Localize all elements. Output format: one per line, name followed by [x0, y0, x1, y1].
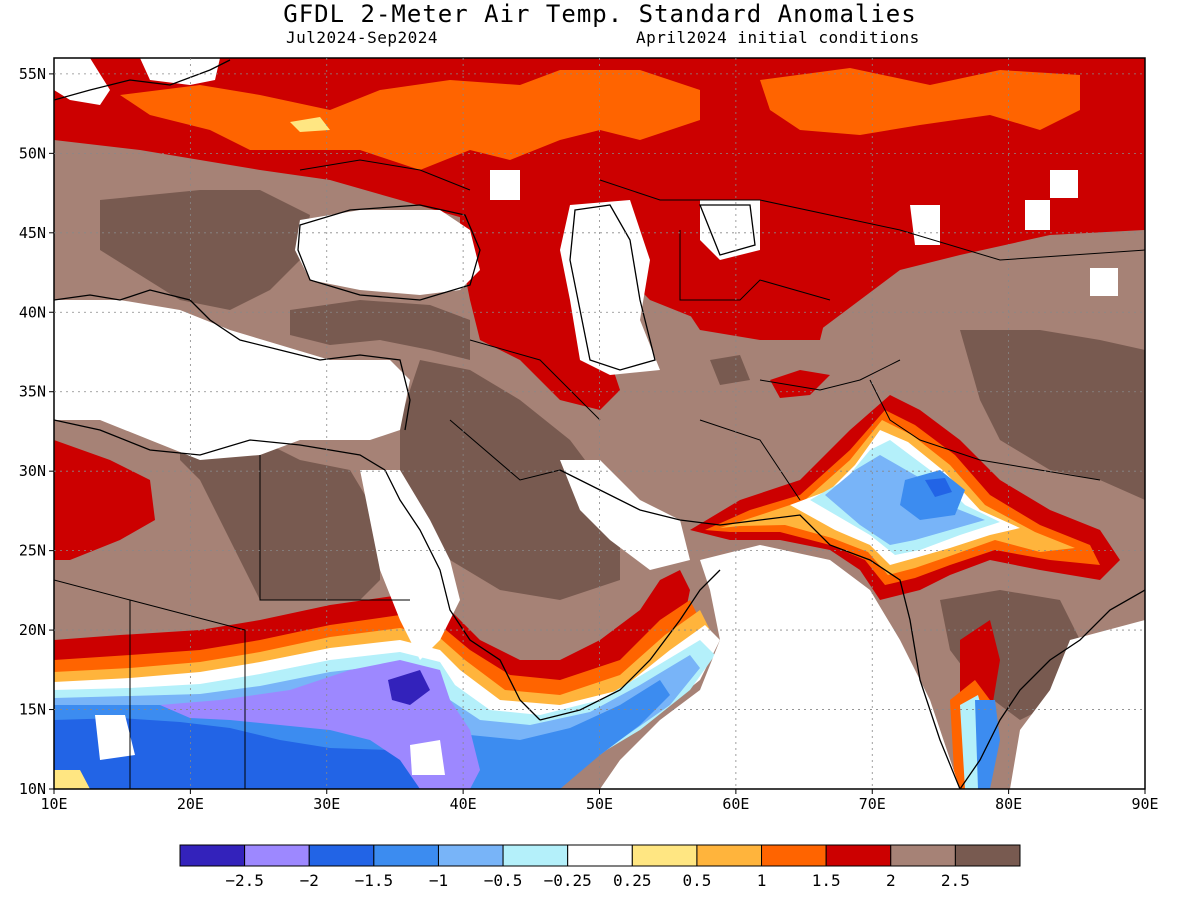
- colorbar-label: −2: [300, 871, 319, 890]
- lon-tick-label: 20E: [177, 795, 204, 813]
- colorbar-swatch: [437, 844, 504, 867]
- colorbar-label: −0.25: [544, 871, 592, 890]
- colorbar-swatch: [890, 844, 956, 867]
- colorbar-label: 0.5: [682, 871, 711, 890]
- lon-tick-label: 50E: [586, 795, 613, 813]
- lon-tick-label: 80E: [995, 795, 1022, 813]
- lon-tick-label: 60E: [722, 795, 749, 813]
- colorbar-label: −1: [429, 871, 448, 890]
- lon-tick-label: 40E: [450, 795, 477, 813]
- colorbar-label: 0.25: [613, 871, 652, 890]
- longitude-axis: 10E 20E 30E 40E 50E 60E 70E 80E 90E: [40, 789, 1159, 813]
- lon-tick-label: 10E: [40, 795, 67, 813]
- lon-tick-label: 90E: [1131, 795, 1158, 813]
- colorbar-label: 1: [757, 871, 767, 890]
- latitude-axis: 10N 15N 20N 25N 30N 35N 40N 45N 50N 55N: [19, 65, 54, 798]
- lat-tick-label: 30N: [19, 462, 46, 480]
- gridlines: [54, 58, 1145, 789]
- lat-tick-label: 20N: [19, 621, 46, 639]
- initial-conditions: April2024 initial conditions: [636, 28, 920, 47]
- colorbar-label: −1.5: [355, 871, 394, 890]
- lat-tick-label: 10N: [19, 780, 46, 798]
- lat-tick-label: 45N: [19, 224, 46, 242]
- coastlines: [54, 59, 1145, 789]
- colorbar-swatch: [631, 844, 698, 867]
- colorbar-swatch: [502, 844, 569, 867]
- map-title: GFDL 2-Meter Air Temp. Standard Anomalie…: [283, 0, 917, 28]
- lat-tick-label: 35N: [19, 383, 46, 401]
- colorbar-swatch: [696, 844, 763, 867]
- colorbar-swatch: [954, 844, 1021, 867]
- colorbar-label: 2: [886, 871, 896, 890]
- colorbar-label: −2.5: [225, 871, 264, 890]
- lon-tick-label: 30E: [313, 795, 340, 813]
- colorbar-swatch: [244, 844, 310, 867]
- lat-tick-label: 25N: [19, 542, 46, 560]
- colorbar-label: 1.5: [812, 871, 841, 890]
- colorbar-swatch: [179, 844, 246, 867]
- lat-tick-label: 50N: [19, 144, 46, 162]
- colorbar-label: 2.5: [941, 871, 970, 890]
- colorbar-swatch: [825, 844, 892, 867]
- colorbar-label: −0.5: [484, 871, 523, 890]
- lon-tick-label: 70E: [859, 795, 886, 813]
- country-borders: [54, 159, 1145, 789]
- colorbar: −2.5 −2 −1.5 −1 −0.5 −0.25 0.25 0.5 1 1.5 2 2.5: [179, 844, 1021, 890]
- colorbar-swatch: [308, 844, 375, 867]
- lat-tick-label: 15N: [19, 701, 46, 719]
- colorbar-swatch: [761, 844, 827, 867]
- forecast-period: Jul2024-Sep2024: [286, 28, 438, 47]
- lat-tick-label: 40N: [19, 303, 46, 321]
- colorbar-swatch: [373, 844, 439, 867]
- colorbar-swatch: [567, 844, 633, 867]
- lat-tick-label: 55N: [19, 65, 46, 83]
